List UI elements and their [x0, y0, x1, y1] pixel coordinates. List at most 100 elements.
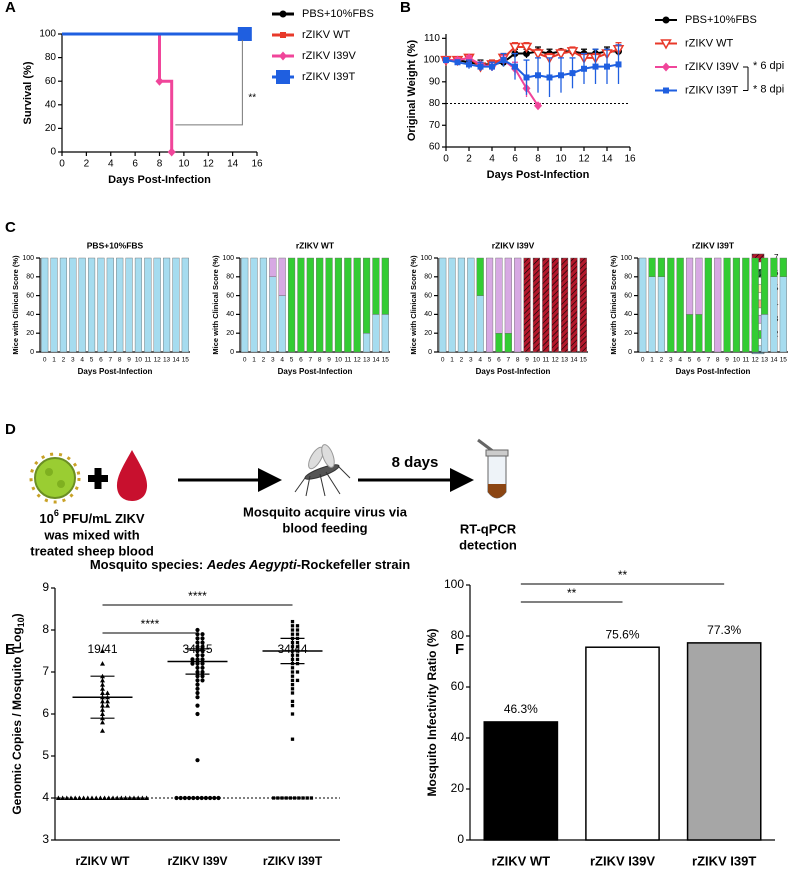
bar-segment [760, 314, 769, 353]
point [100, 648, 105, 653]
point [200, 644, 205, 649]
bar-segment [97, 257, 105, 353]
x-tick-label: 2 [460, 357, 464, 364]
bar-segment [760, 257, 769, 315]
legend-marker [662, 62, 670, 72]
point [290, 624, 295, 628]
point [489, 63, 495, 70]
legend-marker [660, 39, 672, 50]
point [105, 703, 110, 708]
x-tick-label: 14 [570, 357, 578, 364]
y-tick-label: 80 [451, 628, 465, 642]
point [178, 795, 183, 801]
bar-segment [448, 257, 456, 353]
x-tick-label: 15 [780, 357, 788, 364]
point [68, 795, 74, 800]
point [200, 648, 205, 654]
point [144, 795, 150, 800]
point [195, 627, 200, 633]
y-axis-label: Mosquito Infectivity Ratio (%) [425, 628, 439, 796]
x-tick-label: 14 [770, 357, 778, 364]
bar-segment [269, 276, 277, 353]
point [271, 796, 276, 800]
y-tick-label: 0 [50, 147, 56, 158]
x-tick-label: 11 [542, 357, 549, 364]
x-tick-label: 13 [163, 357, 171, 364]
point [131, 795, 137, 800]
x-tick-label: 0 [641, 357, 645, 364]
series-line [445, 58, 619, 79]
x-tick-label: 7 [507, 357, 511, 364]
x-tick-label: 6 [132, 159, 138, 170]
point [301, 796, 305, 800]
text-part: ) [10, 613, 24, 617]
point [546, 74, 553, 81]
legend-label: rZIKV WT [302, 29, 351, 41]
bar-segment [570, 257, 578, 353]
bar-segment [723, 257, 731, 353]
point [566, 47, 579, 58]
species-name: Aedes Aegypti [206, 557, 297, 572]
bar-segment [362, 257, 371, 334]
point [72, 795, 78, 800]
bar-segment [362, 333, 371, 353]
x-tick-label: 2 [466, 154, 472, 165]
bar-segment [695, 314, 703, 353]
y-tick-label: 80 [226, 274, 234, 281]
detection-line: RT-qPCR [460, 521, 517, 536]
bar-segment [134, 257, 143, 353]
point [523, 50, 530, 58]
point [200, 632, 205, 637]
y-tick-label: 6 [42, 706, 49, 720]
x-tick-label: 4 [489, 154, 495, 165]
bar-segment [241, 257, 249, 353]
x-axis-label: Days Post-Infection [676, 367, 751, 376]
virus-icon [29, 452, 81, 504]
bar-segment [59, 257, 68, 353]
x-tick-label: 6 [99, 357, 103, 364]
blood-drop-icon [116, 450, 148, 501]
x-tick-label: 16 [251, 159, 263, 170]
point [280, 796, 284, 800]
point [60, 795, 66, 800]
point [187, 795, 192, 801]
point [191, 795, 196, 801]
y-tick-label: 4 [42, 790, 49, 804]
panel-title: rZIKV WT [296, 240, 335, 250]
point [284, 796, 288, 800]
x-tick-label: 6 [497, 357, 501, 364]
point [295, 670, 300, 674]
x-tick-label: 15 [580, 357, 588, 364]
x-tick-label: 10 [555, 154, 567, 165]
point [190, 657, 195, 662]
superscript: 6 [54, 508, 59, 518]
x-tick-label: 1 [650, 357, 654, 364]
point [93, 795, 99, 800]
point [135, 795, 141, 800]
y-tick-label: 40 [451, 730, 465, 744]
point [532, 49, 544, 60]
x-tick-label: rZIKV I39V [590, 853, 655, 868]
point [195, 758, 200, 763]
significance: **** [141, 617, 160, 631]
x-tick-label: 8 [157, 159, 163, 170]
y-axis-label: Survival (%) [22, 61, 34, 124]
x-tick-label: rZIKV I39V [167, 854, 227, 868]
x-tick-label: 5 [290, 357, 294, 364]
point [100, 661, 105, 666]
point [509, 42, 521, 54]
point [454, 59, 461, 66]
point [295, 628, 300, 632]
x-tick-label: 5 [488, 357, 492, 364]
x-tick-label: 10 [178, 159, 190, 170]
point [535, 72, 541, 79]
annotation: * 8 dpi [753, 83, 784, 95]
point [290, 691, 295, 695]
bar-segment [467, 257, 475, 353]
x-tick-label: 8 [318, 357, 322, 364]
point [190, 661, 195, 666]
y-tick-label: 7 [42, 664, 49, 678]
x-tick-label: 4 [678, 357, 682, 364]
